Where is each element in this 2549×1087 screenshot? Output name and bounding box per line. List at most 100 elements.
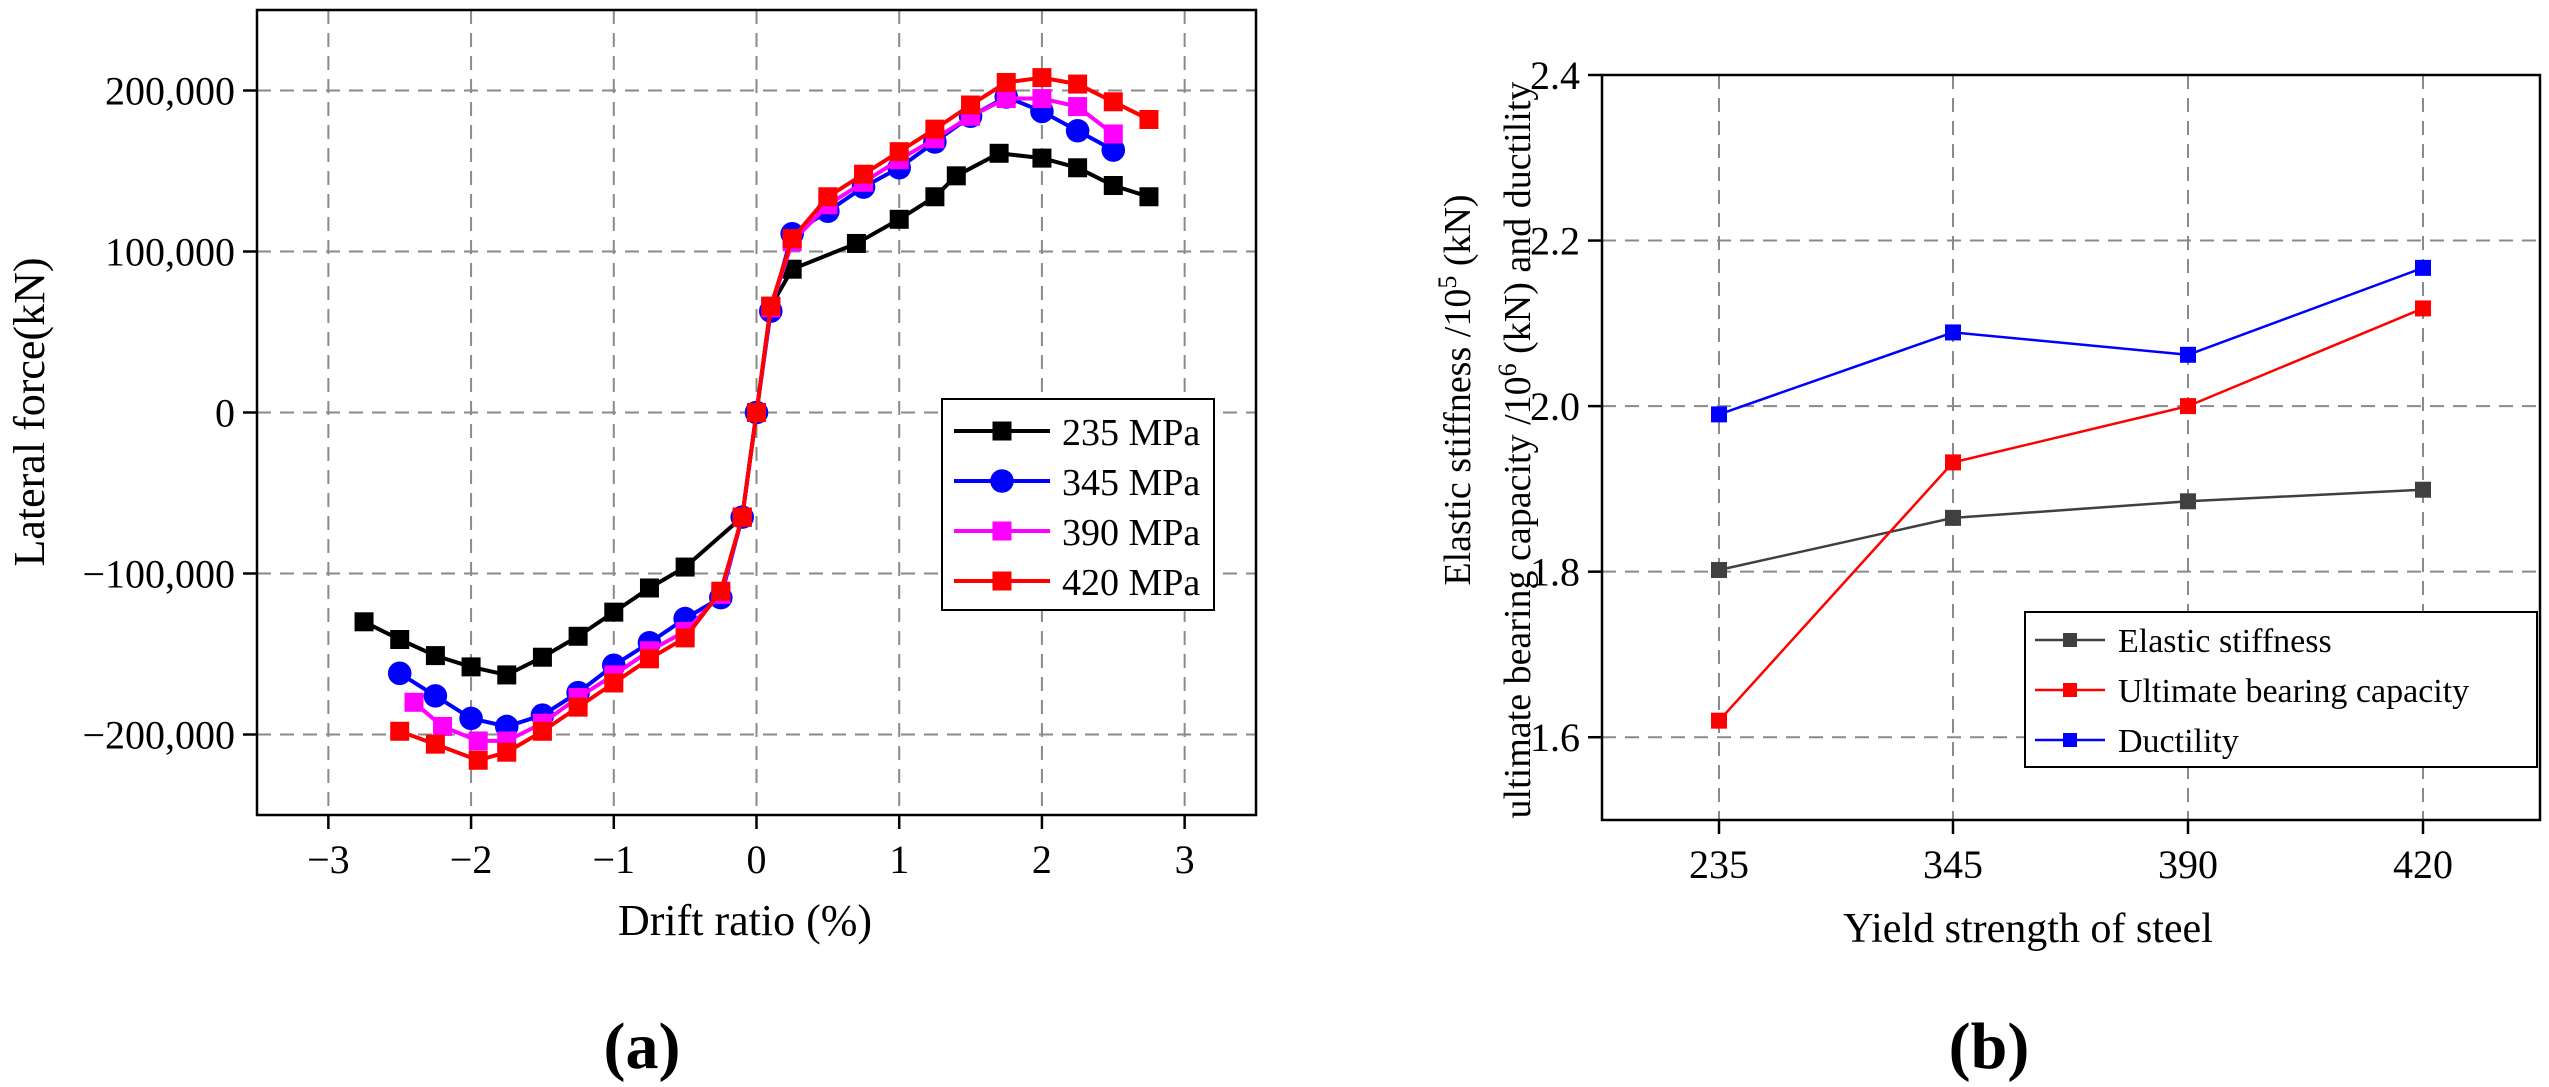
chart-a-legend-marker [992, 521, 1012, 541]
chart-b-point [1711, 712, 1727, 729]
chart-a-point [1103, 175, 1123, 195]
chart-b-point [2180, 398, 2196, 415]
chart-a-point [468, 731, 488, 751]
chart-a-point [497, 742, 517, 762]
chart-b-point [1711, 406, 1727, 423]
chart-b-ylabel-line2: Elastic stiffness /105 (kN) [1433, 194, 1479, 585]
chart-a-xtick-label: −1 [593, 837, 636, 882]
chart-a-ylabel: Lateral force(kN) [5, 257, 54, 566]
chart-b-point [2415, 259, 2431, 276]
chart-a-point [1068, 158, 1088, 178]
chart-a-point [747, 403, 766, 422]
chart-a-point [675, 628, 695, 648]
chart-b-ytick-label: 2.4 [1530, 53, 1580, 98]
chart-a-point [568, 697, 588, 717]
chart-a-point [961, 95, 981, 115]
chart-a-point [404, 692, 424, 712]
chart-b-legend-label: Ductility [2118, 723, 2239, 760]
chart-b-point [2180, 346, 2196, 363]
chart-a-point [1068, 97, 1088, 117]
chart-a-point [425, 646, 445, 666]
chart-b-series-line-0 [1718, 488, 2424, 572]
chart-a-point [782, 259, 802, 279]
chart-b-legend-label: Ultimate bearing capacity [2118, 673, 2469, 710]
chart-a-point [1139, 187, 1159, 207]
chart-a-point [568, 626, 588, 646]
chart-a-ytick-label: 0 [215, 391, 235, 436]
chart-b-ylabel-line1: ultimate bearing capacity /106 (kN) and … [1493, 82, 1539, 819]
chart-a-point [1032, 89, 1052, 109]
chart-a-point [354, 612, 374, 632]
chart-b-legend-label: Elastic stiffness [2118, 623, 2332, 660]
chart-a-point [996, 72, 1016, 92]
chart-a-point [433, 716, 453, 736]
chart-b-point [1945, 324, 1961, 341]
chart-a-point [782, 229, 802, 249]
panel-a-label: (a) [604, 1010, 681, 1083]
chart-a-xtick-label: 0 [747, 837, 767, 882]
chart-b-point [1945, 454, 1961, 471]
chart-a-legend-marker [992, 571, 1012, 591]
chart-a-xtick-label: 2 [1032, 837, 1052, 882]
chart-b-legend-marker [2063, 633, 2077, 647]
chart-a-point [425, 734, 445, 754]
chart-a-ytick-label: −100,000 [82, 552, 235, 597]
chart-b-xtick-label: 390 [2158, 842, 2218, 887]
chart-a-point [1103, 124, 1123, 144]
chart-a-point [390, 630, 410, 650]
chart-a-point [854, 164, 874, 184]
chart-a-point [925, 187, 945, 207]
chart-b-point [1711, 562, 1727, 579]
chart-b-point [2415, 481, 2431, 498]
chart-a-point [1139, 109, 1159, 129]
chart-b-ytick-label: 1.8 [1530, 550, 1580, 595]
chart-a-legend-box [941, 398, 1215, 611]
chart-a-point [639, 649, 659, 669]
chart-a-point [604, 602, 624, 622]
chart-a-legend-label: 390 MPa [1062, 512, 1200, 554]
chart-a-point [468, 750, 488, 770]
chart-a-point [925, 119, 945, 139]
chart-a-point [996, 89, 1016, 109]
chart-b-plot-frame [1600, 73, 2542, 822]
chart-a-point [387, 661, 412, 686]
chart-a-xtick-label: 1 [889, 837, 909, 882]
chart-a-point [1032, 148, 1052, 168]
chart-a-ytick-label: 100,000 [105, 230, 235, 275]
chart-a-point [639, 578, 659, 598]
chart-a-point [889, 209, 909, 229]
chart-a-xtick-label: −3 [307, 837, 350, 882]
chart-a-point [818, 187, 838, 207]
chart-a-xtick-label: −2 [450, 837, 493, 882]
chart-b-point [2180, 493, 2196, 510]
chart-b-legend-box [2024, 611, 2538, 768]
chart-a-point [1065, 118, 1090, 143]
chart-a-legend-label: 420 MPa [1062, 562, 1200, 604]
chart-a-point [604, 673, 624, 693]
chart-a-point [423, 684, 448, 708]
chart-a-ticks: −3 −2 −1 0 1 2 3 −200,000 −100,000 0 100,000 200,00… [82, 69, 1194, 883]
chart-a-point [390, 721, 410, 741]
chart-a-point [1101, 138, 1126, 162]
chart-a-xtick-label: 3 [1175, 837, 1195, 882]
chart-a-point [1032, 68, 1052, 88]
chart-a-point [532, 721, 552, 741]
chart-b-ytick-label: 1.6 [1530, 715, 1580, 760]
chart-a-legend-marker [990, 469, 1014, 493]
chart-a-point [889, 142, 909, 162]
chart-a-point [461, 657, 481, 677]
chart-b-series-line-1 [1718, 307, 2424, 722]
chart-a-point [1103, 92, 1123, 112]
chart-a-point [846, 233, 866, 253]
chart-b-xlabel: Yield strength of steel [1843, 906, 2213, 952]
panel-b-label: (b) [1949, 1010, 2030, 1083]
chart-a-legend: 235 MPa 345 MPa 390 MPa 420 MPa [941, 398, 1215, 611]
chart-b-ticks: 235 345 390 420 1.6 1.8 2.0 2.2 2.4 [1530, 53, 2453, 887]
chart-b-xtick-label: 235 [1689, 842, 1749, 887]
chart-a-point [761, 296, 781, 316]
chart-b-series [1711, 259, 2431, 729]
chart-a-ytick-label: 200,000 [105, 69, 235, 114]
chart-a-point [946, 166, 966, 186]
chart-a-legend-label: 235 MPa [1062, 412, 1200, 454]
